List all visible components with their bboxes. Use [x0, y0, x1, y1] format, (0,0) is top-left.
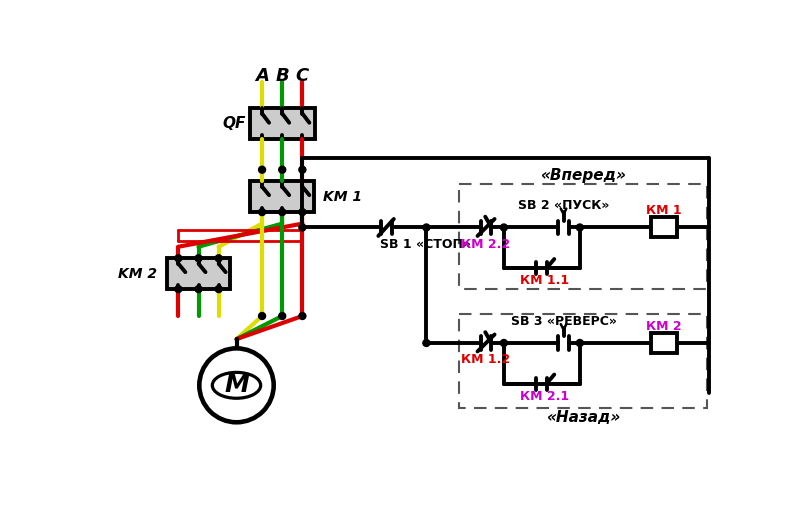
Circle shape: [278, 166, 286, 173]
Text: КМ 2.1: КМ 2.1: [521, 390, 570, 402]
Text: КМ 1.2: КМ 1.2: [462, 353, 511, 366]
Circle shape: [299, 208, 306, 216]
Circle shape: [278, 313, 286, 319]
Circle shape: [576, 340, 583, 346]
Bar: [651, 333, 677, 353]
Circle shape: [299, 313, 306, 319]
Circle shape: [299, 224, 306, 231]
Circle shape: [175, 285, 182, 293]
Text: KM 2: KM 2: [119, 267, 157, 281]
Circle shape: [500, 340, 508, 346]
Text: КМ 2: КМ 2: [646, 319, 682, 332]
Text: QF: QF: [223, 116, 246, 131]
Circle shape: [175, 255, 182, 262]
Text: M: M: [224, 373, 249, 397]
Circle shape: [423, 340, 430, 346]
Circle shape: [278, 208, 286, 216]
Circle shape: [258, 208, 266, 216]
Circle shape: [258, 313, 266, 319]
Circle shape: [215, 285, 222, 293]
Circle shape: [299, 166, 306, 173]
Text: KM 1: KM 1: [324, 190, 362, 204]
Bar: [167, 259, 230, 289]
Text: A: A: [255, 67, 269, 85]
Text: КМ 2.2: КМ 2.2: [462, 238, 511, 251]
Text: «Назад»: «Назад»: [546, 410, 620, 425]
Bar: [250, 181, 314, 212]
Text: B: B: [275, 67, 289, 85]
Bar: [249, 108, 315, 139]
Text: «Вперед»: «Вперед»: [540, 168, 626, 183]
Circle shape: [195, 255, 202, 262]
Circle shape: [500, 224, 508, 231]
Circle shape: [215, 255, 222, 262]
Circle shape: [423, 224, 430, 231]
Bar: [459, 184, 707, 289]
Text: SB 2 «ПУСК»: SB 2 «ПУСК»: [518, 199, 609, 213]
Circle shape: [258, 166, 266, 173]
Text: КМ 1.1: КМ 1.1: [521, 274, 570, 287]
Text: SB 3 «РЕВЕРС»: SB 3 «РЕВЕРС»: [511, 315, 617, 328]
Circle shape: [576, 224, 583, 231]
Bar: [651, 217, 677, 237]
Text: КМ 1: КМ 1: [646, 204, 682, 217]
Text: SB 1 «СТОП»: SB 1 «СТОП»: [380, 238, 470, 251]
Circle shape: [199, 348, 274, 422]
Circle shape: [195, 285, 202, 293]
Text: C: C: [295, 67, 309, 85]
Bar: [459, 314, 707, 409]
